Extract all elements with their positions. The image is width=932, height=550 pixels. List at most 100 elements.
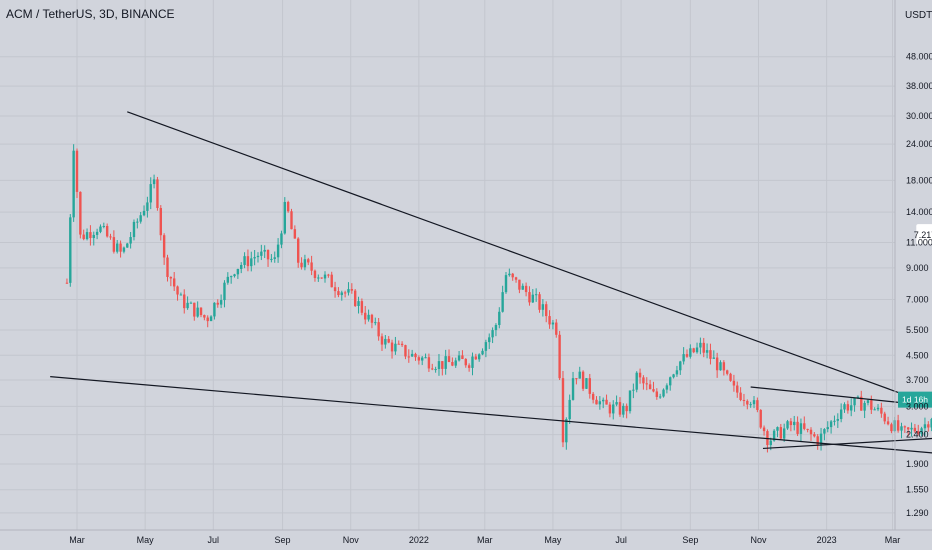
candle-body bbox=[481, 350, 484, 355]
candle-body bbox=[447, 356, 451, 363]
candle-body bbox=[451, 362, 454, 366]
candle-body bbox=[223, 282, 226, 301]
candle-body bbox=[806, 428, 809, 430]
candle-body bbox=[149, 184, 152, 203]
y-tick-label: 3.000 bbox=[906, 401, 929, 411]
x-tick-label: Jul bbox=[615, 535, 627, 545]
candle-body bbox=[752, 400, 756, 405]
candle-body bbox=[377, 322, 380, 337]
candle-body bbox=[193, 302, 196, 317]
candle-body bbox=[427, 357, 431, 369]
candle-body bbox=[585, 378, 588, 389]
candle-body bbox=[303, 259, 307, 268]
candle-body bbox=[635, 372, 638, 390]
candle-body bbox=[434, 369, 437, 371]
candle-body bbox=[850, 405, 853, 411]
chart-title: ACM / TetherUS, 3D, BINANCE bbox=[6, 7, 175, 21]
candle-body bbox=[655, 391, 659, 397]
candle-body bbox=[652, 389, 655, 392]
candle-body bbox=[913, 427, 917, 432]
trendline bbox=[50, 376, 932, 454]
candle-body bbox=[863, 402, 866, 411]
candle-body bbox=[407, 356, 411, 358]
candle-body bbox=[229, 276, 233, 278]
candle-body bbox=[313, 270, 317, 279]
candle-body bbox=[152, 179, 156, 185]
candle-body bbox=[139, 215, 142, 222]
candle-body bbox=[276, 244, 280, 258]
y-tick-label: 11.000 bbox=[906, 238, 932, 248]
candle-body bbox=[705, 350, 709, 353]
candle-body bbox=[300, 262, 303, 268]
candle-body bbox=[400, 343, 404, 346]
y-tick-label: 38.000 bbox=[906, 81, 932, 91]
candle-body bbox=[390, 342, 394, 352]
candle-body bbox=[883, 413, 886, 422]
candle-body bbox=[930, 419, 932, 428]
y-tick-label: 1.900 bbox=[906, 459, 929, 469]
candle-body bbox=[545, 304, 548, 317]
candle-body bbox=[350, 289, 354, 291]
candle-body bbox=[886, 421, 890, 425]
candle-body bbox=[726, 370, 729, 374]
candle-body bbox=[233, 274, 236, 277]
candle-body bbox=[642, 377, 645, 384]
candle-body bbox=[739, 392, 742, 400]
candle-body bbox=[689, 348, 692, 357]
y-tick-label: 2.400 bbox=[906, 430, 929, 440]
candle-body bbox=[457, 355, 461, 361]
candle-body bbox=[105, 225, 109, 237]
candle-body bbox=[782, 428, 786, 439]
candle-body bbox=[454, 360, 457, 366]
candle-body bbox=[742, 399, 746, 401]
candle-body bbox=[591, 393, 595, 400]
candle-body bbox=[575, 378, 578, 380]
candle-body bbox=[571, 378, 575, 400]
candle-body bbox=[122, 247, 126, 252]
candle-body bbox=[320, 277, 323, 279]
candle-body bbox=[618, 402, 622, 415]
candle-body bbox=[528, 292, 531, 303]
y-tick-label: 9.000 bbox=[906, 263, 929, 273]
y-tick-label: 48.000 bbox=[906, 52, 932, 62]
candle-body bbox=[759, 409, 762, 428]
candle-body bbox=[786, 421, 789, 429]
candle-body bbox=[119, 243, 122, 252]
grid bbox=[0, 0, 895, 530]
candle-body bbox=[92, 234, 95, 239]
candle-body bbox=[568, 399, 571, 420]
annotations: 7.217 (236.43%) 7217 1d 16h bbox=[50, 111, 932, 454]
y-tick-label: 24.000 bbox=[906, 139, 932, 149]
candle-body bbox=[280, 233, 283, 245]
candle-body bbox=[186, 302, 189, 309]
x-tick-label: 2022 bbox=[409, 535, 429, 545]
candle-body bbox=[317, 277, 320, 279]
candle-body bbox=[347, 289, 350, 293]
y-tick-label: 4.500 bbox=[906, 350, 929, 360]
candle-body bbox=[464, 358, 467, 366]
candle-body bbox=[263, 249, 266, 252]
candle-body bbox=[541, 304, 545, 310]
candle-body bbox=[290, 211, 293, 230]
candle-body bbox=[337, 291, 340, 296]
candle-body bbox=[374, 322, 377, 324]
candle-body bbox=[85, 232, 89, 240]
y-tick-label: 1.290 bbox=[906, 508, 929, 518]
candle-body bbox=[551, 322, 555, 325]
candle-body bbox=[166, 257, 169, 277]
candle-body bbox=[172, 278, 176, 287]
candle-body bbox=[715, 357, 719, 371]
candle-body bbox=[340, 292, 343, 296]
candle-body bbox=[310, 262, 313, 271]
candle-body bbox=[370, 314, 374, 323]
candle-body bbox=[112, 237, 116, 252]
candle-body bbox=[662, 389, 665, 397]
candle-body bbox=[776, 427, 779, 431]
candle-body bbox=[333, 287, 337, 292]
x-tick-label: Nov bbox=[750, 535, 767, 545]
candle-body bbox=[260, 251, 263, 256]
candle-body bbox=[266, 249, 270, 260]
candle-body bbox=[404, 345, 407, 357]
